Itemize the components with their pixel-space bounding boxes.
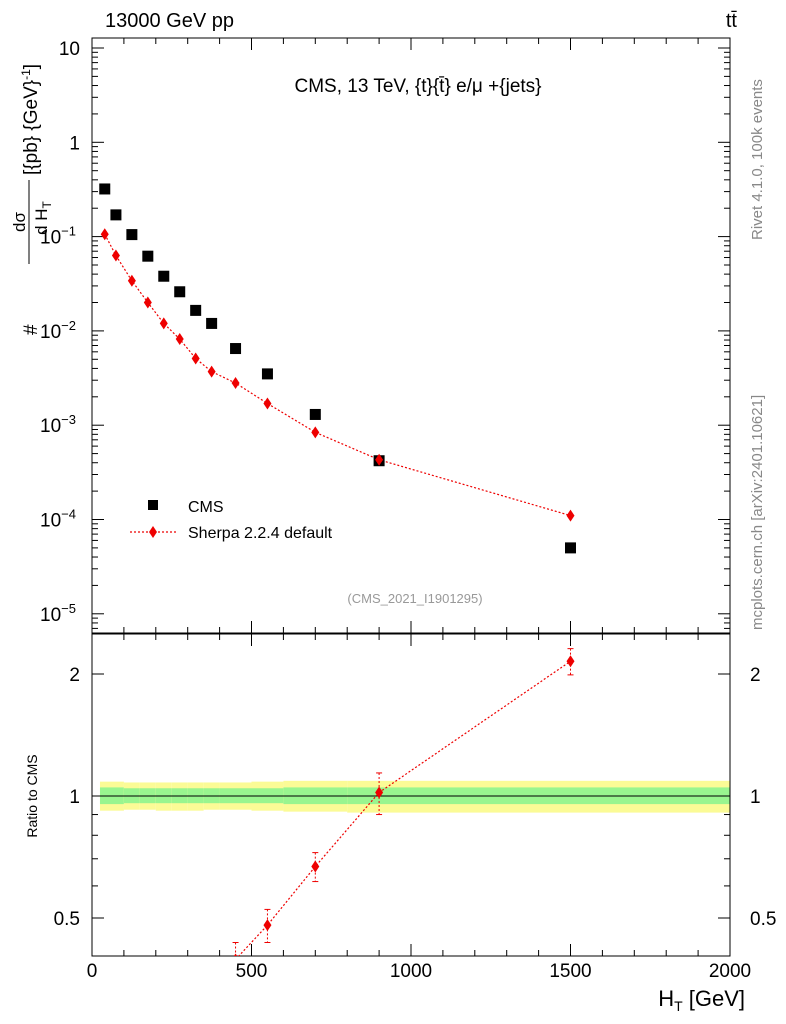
sherpa-point — [175, 333, 184, 346]
y-tick-label: 1 — [69, 133, 80, 154]
sherpa-point — [375, 453, 384, 466]
cms-point — [230, 343, 242, 355]
y-tick-label: 10−1 — [40, 224, 76, 249]
ratio-y-tick-label-right: 1 — [750, 787, 761, 808]
energy-label: 13000 GeV pp — [105, 10, 234, 32]
x-tick-label: 0 — [87, 961, 98, 982]
main-y-ticks: 10 1 10−1 10−2 10−3 10−4 10−5 — [40, 39, 730, 629]
ratio-point — [263, 919, 272, 932]
ratio-y-tick-label-left: 2 — [69, 665, 80, 686]
cms-point — [190, 304, 202, 316]
ratio-y-tick-label-left: 0.5 — [54, 909, 80, 930]
sherpa-point — [231, 377, 240, 390]
y-label-unit: [{pb} {GeV}-1] — [19, 64, 42, 175]
y-tick-label: 10−2 — [40, 318, 76, 343]
cms-point — [99, 183, 111, 195]
legend-sherpa-marker — [149, 526, 157, 538]
sherpa-point — [311, 426, 320, 439]
rivet-info: Rivet 4.1.0, 100k events — [749, 79, 766, 240]
x-tick-label: 1000 — [390, 961, 432, 982]
ratio-y-tick-label-right: 0.5 — [750, 909, 776, 930]
analysis-id: (CMS_2021_I1901295) — [347, 591, 482, 606]
y-tick-label: 10−3 — [40, 412, 76, 437]
ratio-point — [233, 953, 238, 956]
process-label: tt̄ — [726, 10, 738, 32]
legend-sherpa-label: Sherpa 2.2.4 default — [188, 525, 333, 542]
sherpa-point — [159, 317, 168, 330]
y-tick-label: 10−4 — [40, 507, 76, 532]
cms-point — [126, 229, 138, 241]
y-tick-label: 10 — [59, 39, 80, 60]
cms-point — [110, 209, 122, 221]
cms-point — [565, 542, 576, 554]
ratio-data-layer — [232, 648, 575, 956]
y-label-numerator: dσ — [10, 212, 29, 232]
sherpa-point — [100, 228, 109, 241]
cms-point — [174, 286, 186, 298]
cms-point — [142, 250, 154, 262]
legend-cms-marker — [148, 500, 158, 510]
ratio-ticks: 0.5 0.5 1 1 2 2 0 500 1000 1500 2000 — [54, 38, 776, 982]
sherpa-line — [104, 233, 571, 517]
y-label-hash: # — [21, 324, 42, 335]
cms-point — [158, 270, 170, 282]
ratio-y-tick-label-left: 1 — [69, 787, 80, 808]
ratio-line — [237, 660, 571, 956]
x-tick-label: 500 — [236, 961, 268, 982]
x-tick-label: 2000 — [709, 961, 751, 982]
sherpa-point — [566, 509, 575, 522]
sherpa-point — [111, 249, 120, 262]
y-label-denominator: d HT — [32, 200, 54, 234]
ratio-y-tick-label-right: 2 — [750, 665, 761, 686]
sherpa-point — [143, 296, 152, 309]
y-tick-label: 10−5 — [40, 601, 76, 626]
main-data-layer — [99, 183, 576, 554]
sherpa-point — [207, 365, 216, 378]
cms-point — [309, 408, 321, 420]
ratio-point — [375, 786, 384, 799]
legend: CMS Sherpa 2.2.4 default — [130, 499, 333, 542]
cms-point — [261, 368, 273, 380]
main-y-label: # — [21, 324, 42, 335]
legend-cms-label: CMS — [188, 499, 224, 516]
mcplots-info: mcplots.cern.ch [arXiv:2401.10621] — [749, 395, 766, 630]
sherpa-point — [263, 397, 272, 410]
chart-title: CMS, 13 TeV, {t}{t̄} e/μ +{jets} — [294, 76, 541, 97]
sherpa-point — [127, 274, 136, 287]
x-axis-label: HT [GeV] — [658, 986, 745, 1014]
ratio-uncertainty-band — [99, 780, 730, 813]
x-tick-label: 1500 — [549, 961, 591, 982]
ratio-point — [311, 860, 320, 873]
ratio-y-label: Ratio to CMS — [24, 754, 40, 837]
cms-point — [206, 317, 218, 329]
sherpa-point — [191, 352, 200, 365]
main-panel-frame — [91, 37, 731, 634]
ratio-point — [566, 655, 575, 668]
